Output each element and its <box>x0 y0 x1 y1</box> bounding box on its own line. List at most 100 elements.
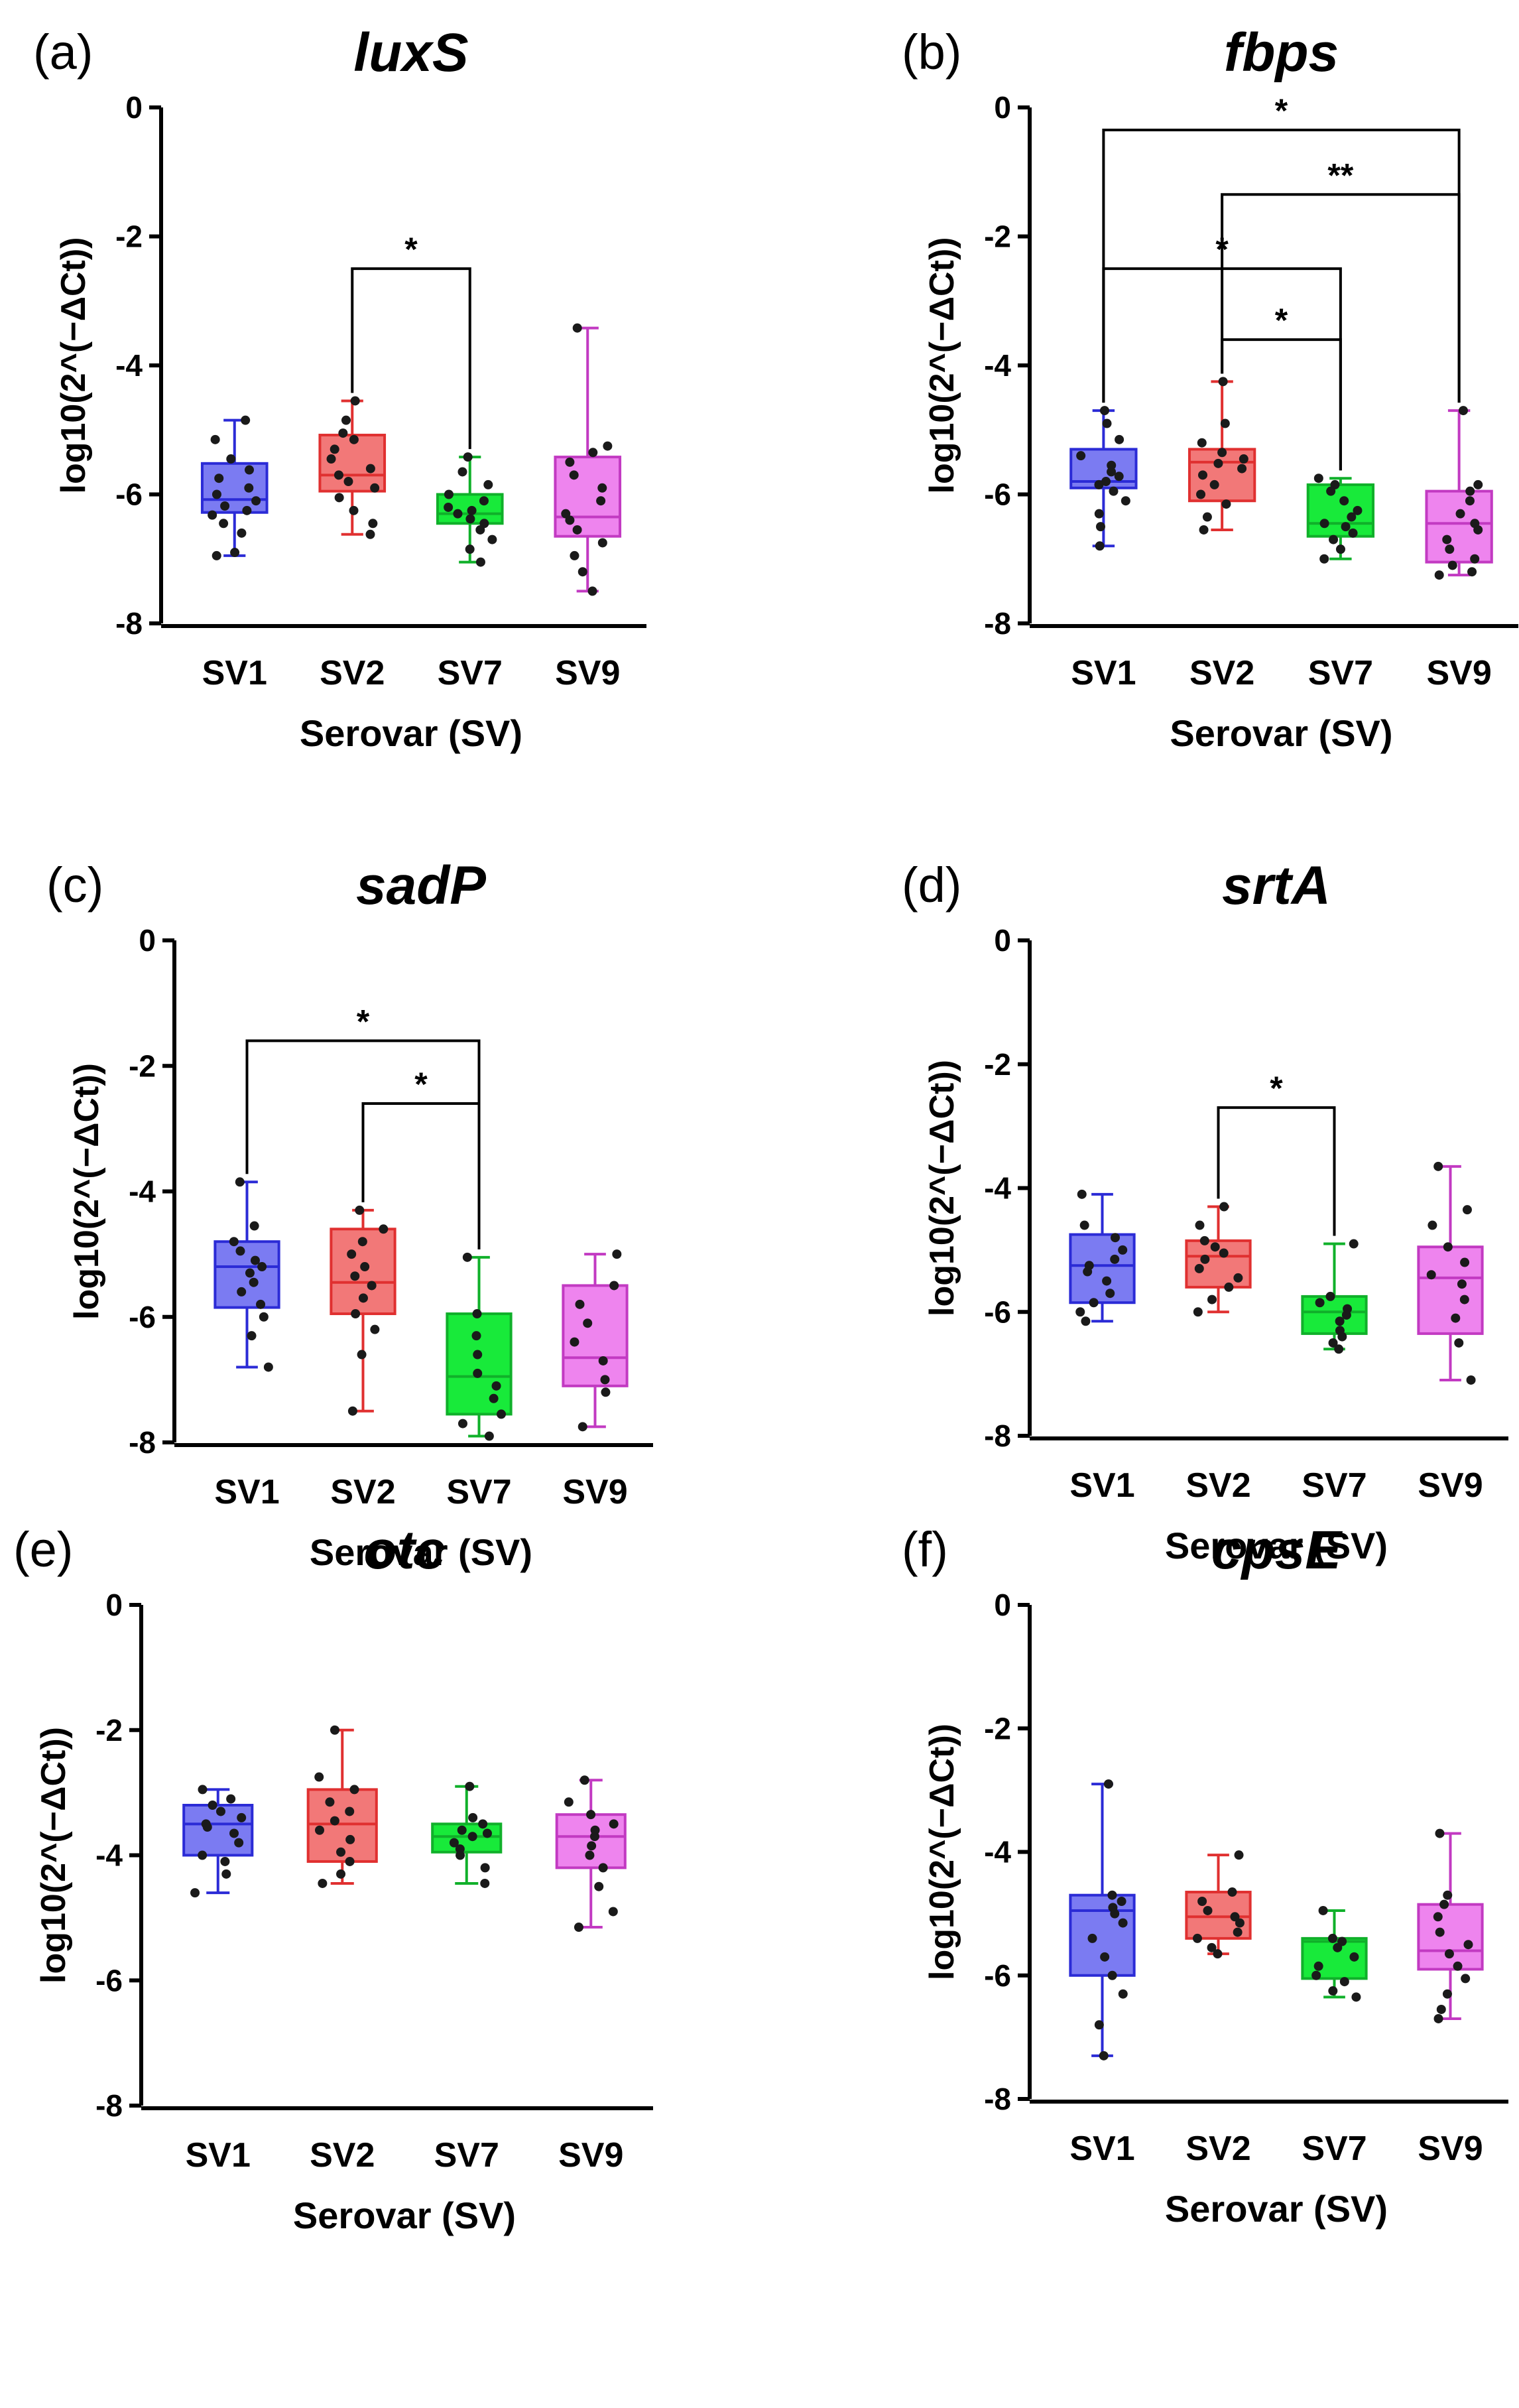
x-tick-label: SV7 <box>1302 1466 1367 1505</box>
data-point <box>318 1878 328 1888</box>
data-point <box>1213 1949 1223 1959</box>
chart-title: luxS <box>353 23 468 83</box>
data-point <box>1083 1267 1093 1277</box>
data-point <box>1435 1927 1445 1937</box>
box-sv7 <box>1306 474 1375 564</box>
y-tick-label: 0 <box>125 90 143 125</box>
data-point <box>247 1331 257 1341</box>
data-point <box>1110 1254 1120 1264</box>
data-point <box>226 454 236 464</box>
data-point <box>1227 1887 1237 1897</box>
data-point <box>212 550 221 560</box>
data-point <box>1234 1850 1244 1860</box>
data-point <box>1196 489 1206 499</box>
data-point <box>1434 570 1444 580</box>
x-tick-label: SV9 <box>1418 2129 1483 2168</box>
box-sv2 <box>330 1205 396 1416</box>
data-point <box>608 1907 618 1917</box>
data-point <box>1426 1270 1436 1280</box>
x-tick-label: SV1 <box>186 2136 251 2175</box>
significance-label: * <box>357 1003 370 1040</box>
data-point <box>1221 499 1231 509</box>
data-point <box>1473 525 1483 535</box>
data-point <box>570 550 579 560</box>
x-tick-label: SV9 <box>558 2136 623 2175</box>
data-point <box>326 454 336 464</box>
data-point <box>1462 1205 1472 1215</box>
x-tick-label: SV2 <box>310 2136 375 2175</box>
data-point <box>1457 1279 1467 1289</box>
y-tick-label: -8 <box>984 2082 1011 2116</box>
y-tick-label: -6 <box>984 1295 1011 1329</box>
data-point <box>1339 496 1349 506</box>
data-point <box>229 1237 239 1247</box>
data-point <box>1465 486 1475 496</box>
data-point <box>565 457 575 467</box>
data-point <box>208 510 217 520</box>
data-point <box>465 514 475 524</box>
data-point <box>190 1888 200 1898</box>
data-point <box>365 529 375 539</box>
x-axis-label: Serovar (SV) <box>1165 2188 1388 2230</box>
box-iqr <box>554 456 622 538</box>
x-tick-label: SV2 <box>1185 1466 1250 1505</box>
data-point <box>1100 1952 1110 1962</box>
chart-title: fbps <box>1224 23 1339 83</box>
data-point <box>1192 1933 1202 1943</box>
data-point <box>1207 1295 1217 1304</box>
data-point <box>589 1832 599 1842</box>
data-point <box>1311 1970 1321 1980</box>
data-point <box>1118 1989 1128 1999</box>
data-point <box>585 1850 595 1860</box>
data-point <box>453 509 463 519</box>
data-point <box>572 525 582 535</box>
data-point <box>1445 544 1455 554</box>
y-tick-label: -2 <box>984 220 1011 254</box>
x-tick-label: SV1 <box>202 654 267 692</box>
data-point <box>334 470 343 480</box>
box-sv7 <box>1301 1905 1368 2002</box>
x-axis-label: Serovar (SV) <box>1170 712 1392 754</box>
box-iqr <box>1301 1295 1368 1335</box>
data-point <box>1203 1905 1213 1915</box>
data-point <box>336 1847 346 1857</box>
data-point <box>596 496 606 506</box>
data-point <box>235 1246 245 1256</box>
y-tick-label: -4 <box>115 348 143 383</box>
box-sv9 <box>555 1775 627 1933</box>
data-point <box>1335 544 1345 554</box>
box-sv1 <box>1069 1779 1136 2060</box>
y-tick-label: 0 <box>994 90 1011 125</box>
data-point <box>579 1775 589 1785</box>
data-point <box>1217 448 1227 458</box>
data-point <box>1447 560 1457 570</box>
data-point <box>1099 2051 1109 2060</box>
data-point <box>221 1869 231 1879</box>
y-tick-label: -4 <box>95 1838 123 1873</box>
data-point <box>245 1268 255 1278</box>
data-point <box>473 1350 483 1360</box>
data-point <box>1473 479 1483 489</box>
data-point <box>1237 464 1247 474</box>
significance-label: * <box>404 231 418 268</box>
data-point <box>1118 1245 1128 1255</box>
x-tick-label: SV9 <box>1426 654 1491 692</box>
data-point <box>360 1262 370 1272</box>
data-point <box>609 1819 619 1829</box>
data-point <box>1197 438 1207 448</box>
data-point <box>336 1869 346 1879</box>
data-point <box>1329 535 1339 544</box>
data-point <box>1219 1202 1229 1212</box>
significance-bracket <box>1217 1106 1336 1236</box>
box-sv9 <box>1417 1161 1484 1385</box>
x-tick-label: SV1 <box>1069 1466 1134 1505</box>
data-point <box>1353 505 1363 515</box>
data-point <box>1328 1986 1338 1996</box>
y-tick-label: -8 <box>129 1425 156 1460</box>
y-axis-label: log10(2^(−ΔCt)) <box>68 1063 106 1320</box>
box-iqr <box>1185 1891 1252 1940</box>
y-tick-label: -2 <box>984 1047 1011 1082</box>
x-axis-label: Serovar (SV) <box>310 1531 532 1573</box>
data-point <box>1200 1254 1210 1264</box>
